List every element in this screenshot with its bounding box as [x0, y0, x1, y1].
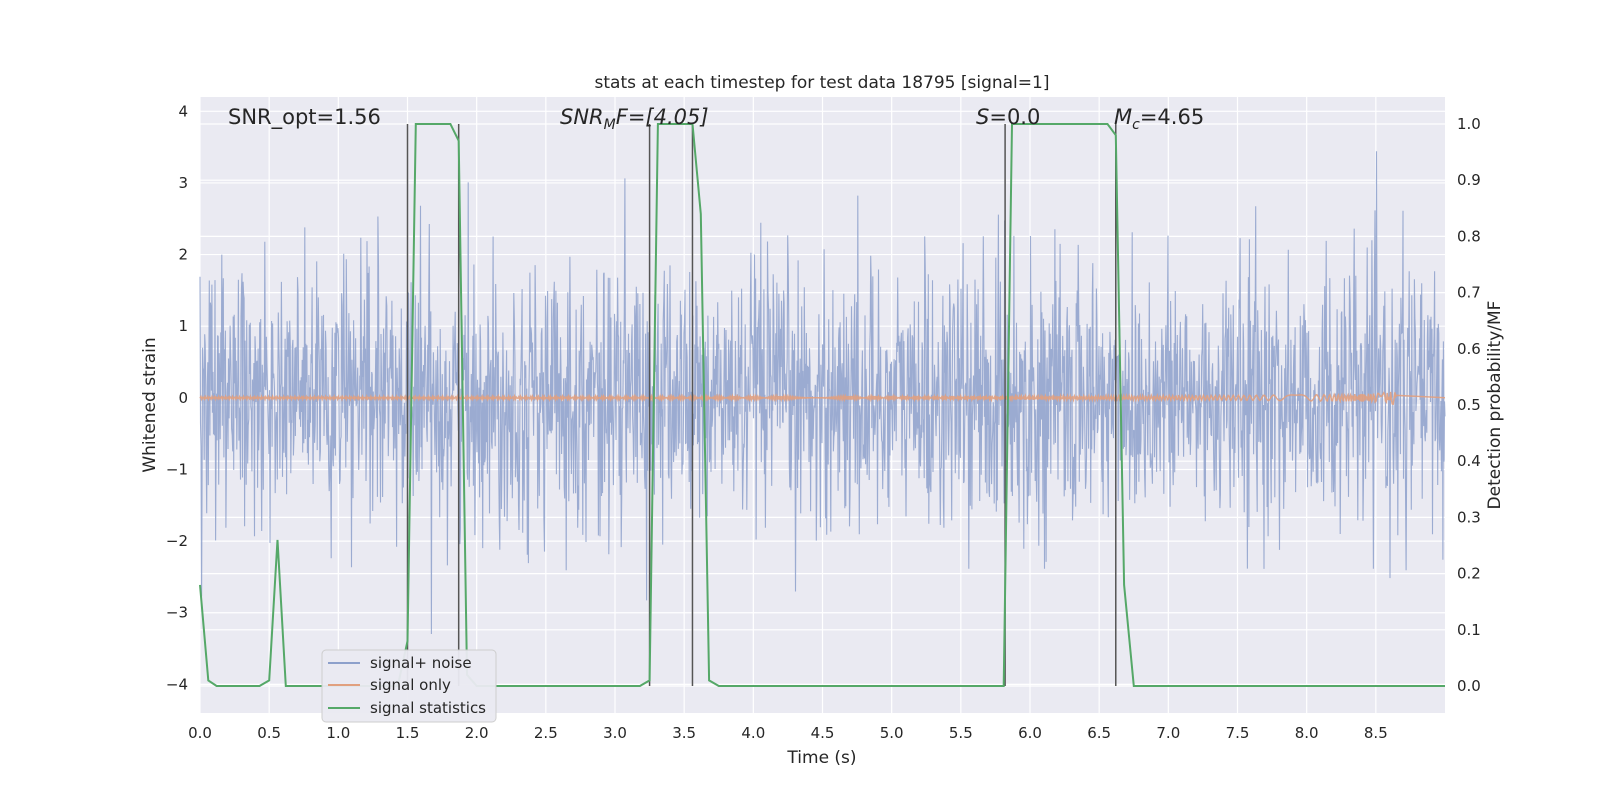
- x-tick-16: 8.0: [1295, 724, 1319, 742]
- y-right-tick-2: 0.2: [1457, 565, 1481, 583]
- stats-series: [199, 123, 1445, 687]
- x-tick-3: 1.5: [396, 724, 420, 742]
- y-left-axis-label: Whitened strain: [140, 337, 160, 472]
- legend-box: [321, 649, 497, 723]
- y-left-tick-labels: −4 −3 −2 −1 0 1 2 3 4: [166, 102, 188, 693]
- x-tick-11: 5.5: [949, 724, 973, 742]
- y-left-tick-2: −2: [166, 532, 188, 550]
- x-tick-1: 0.5: [257, 724, 281, 742]
- y-left-tick-1: −3: [166, 604, 188, 622]
- y-right-tick-9: 0.9: [1457, 171, 1481, 189]
- y-right-tick-7: 0.7: [1457, 284, 1481, 302]
- annotation-mc: Mc=4.65: [1114, 105, 1204, 133]
- x-tick-12: 6.0: [1018, 724, 1042, 742]
- signal-series: [199, 391, 1446, 406]
- y-right-tick-5: 0.5: [1457, 396, 1481, 414]
- x-axis-label: Time (s): [786, 748, 856, 768]
- snr-mf-rest: F=[4.05]: [616, 105, 709, 129]
- y-right-tick-8: 0.8: [1457, 227, 1481, 245]
- x-tick-labels: 0.0 0.5 1.0 1.5 2.0 2.5 3.0 3.5 4.0 4.5 5.0 5.5 6.0 6…: [188, 724, 1388, 742]
- y-left-tick-3: −1: [166, 460, 188, 478]
- legend: signal+ noise signal only signal statist…: [321, 649, 497, 723]
- y-left-tick-4: 0: [178, 389, 188, 407]
- legend-label-stats: signal statistics: [370, 699, 486, 717]
- signal-line: [199, 391, 1446, 406]
- y-left-tick-5: 1: [178, 317, 188, 335]
- y-right-axis-label: Detection probability/MF: [1485, 301, 1505, 510]
- y-right-tick-0: 0.0: [1457, 677, 1481, 695]
- mc-sub: c: [1132, 117, 1140, 133]
- s-rest: =0.0: [989, 105, 1040, 129]
- x-tick-5: 2.5: [534, 724, 558, 742]
- legend-label-signal: signal only: [370, 676, 451, 694]
- y-right-tick-10: 1.0: [1457, 115, 1481, 133]
- mc-main: M: [1114, 105, 1132, 129]
- x-tick-14: 7.0: [1156, 724, 1180, 742]
- y-left-tick-8: 4: [178, 102, 188, 120]
- x-tick-7: 3.5: [672, 724, 696, 742]
- y-right-tick-4: 0.4: [1457, 452, 1481, 470]
- x-tick-9: 4.5: [811, 724, 835, 742]
- s-main: S: [976, 105, 989, 129]
- x-tick-0: 0.0: [188, 724, 212, 742]
- y-right-tick-3: 0.3: [1457, 508, 1481, 526]
- y-left-tick-6: 2: [178, 246, 188, 264]
- x-tick-13: 6.5: [1087, 724, 1111, 742]
- annotation-snr-opt: SNR_opt=1.56: [228, 105, 381, 130]
- y-right-tick-6: 0.6: [1457, 340, 1481, 358]
- x-tick-15: 7.5: [1226, 724, 1250, 742]
- legend-label-noise: signal+ noise: [370, 654, 472, 672]
- mc-rest: =4.65: [1140, 105, 1204, 129]
- x-tick-4: 2.0: [465, 724, 489, 742]
- x-tick-17: 8.5: [1364, 724, 1388, 742]
- x-tick-8: 4.0: [741, 724, 765, 742]
- annotation-s: S=0.0: [976, 105, 1040, 129]
- chart-title: stats at each timestep for test data 187…: [595, 73, 1050, 93]
- x-tick-10: 5.0: [880, 724, 904, 742]
- stats-line: [199, 123, 1445, 687]
- y-right-tick-labels: 0.0 0.1 0.2 0.3 0.4 0.5 0.6 0.7 0.8 0.9 1.0: [1457, 115, 1481, 695]
- x-tick-6: 3.0: [603, 724, 627, 742]
- snr-mf-sub: M: [604, 117, 616, 133]
- y-left-tick-7: 3: [178, 174, 188, 192]
- y-right-tick-1: 0.1: [1457, 621, 1481, 639]
- snr-mf-main: SNR: [560, 105, 604, 129]
- y-left-tick-0: −4: [166, 675, 188, 693]
- x-tick-2: 1.0: [326, 724, 350, 742]
- annotation-snr-mf: SNRMF=[4.05]: [560, 105, 709, 133]
